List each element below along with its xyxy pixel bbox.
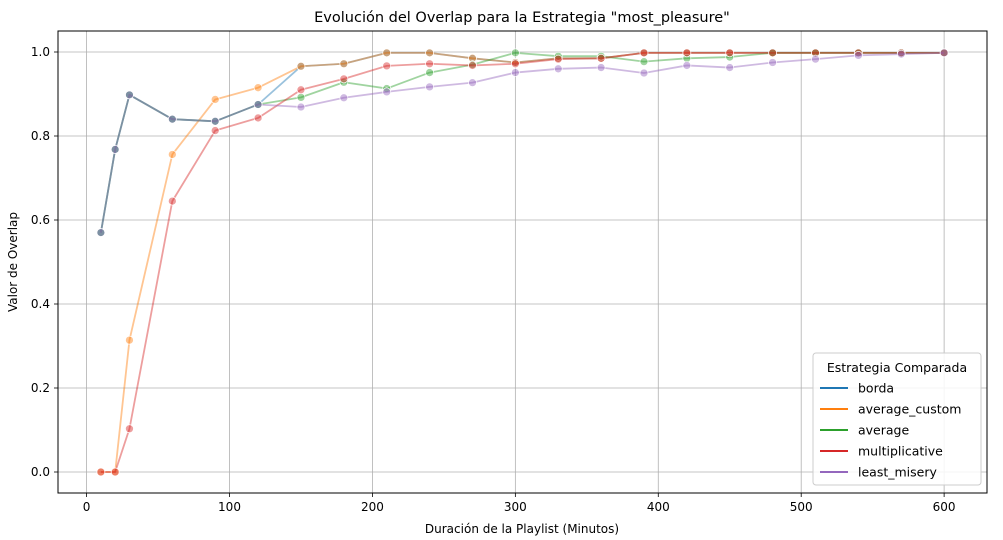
data-point (553, 64, 563, 74)
y-tick-label: 0.0 (31, 465, 50, 479)
data-point (253, 100, 263, 109)
data-point (125, 335, 134, 345)
data-point (296, 61, 306, 71)
data-point (811, 54, 820, 64)
data-point (639, 57, 649, 67)
data-point (768, 48, 777, 58)
data-point (339, 93, 349, 103)
legend-label: average_custom (858, 402, 961, 417)
series-line-average_custom (100, 51, 945, 473)
data-point (468, 61, 477, 70)
x-tick-label: 200 (361, 500, 384, 514)
data-point (725, 48, 735, 58)
x-axis-title: Duración de la Playlist (Minutos) (425, 522, 619, 536)
data-point (468, 78, 477, 88)
data-point (125, 424, 134, 434)
legend-label: borda (858, 381, 894, 396)
data-point (339, 59, 349, 69)
legend-label: multiplicative (858, 444, 943, 459)
data-point (167, 196, 177, 206)
data-point (553, 51, 563, 61)
data-point (210, 95, 220, 104)
legend: Estrategia Comparada borda average_custom… (812, 352, 982, 486)
x-tick-label: 0 (83, 500, 91, 514)
x-tick-label: 500 (790, 500, 813, 514)
data-point (854, 51, 863, 60)
data-point (854, 48, 863, 58)
data-point (639, 68, 649, 78)
data-point (468, 53, 477, 63)
data-point (110, 467, 120, 477)
series-least_misery (96, 48, 949, 237)
y-tick-label: 0.8 (31, 129, 50, 143)
data-point (96, 467, 106, 477)
data-point (382, 61, 392, 71)
data-point (596, 51, 606, 61)
data-point (253, 83, 263, 93)
series-line-average (99, 51, 945, 233)
data-point (339, 77, 349, 87)
legend-box (812, 352, 982, 486)
data-point (596, 63, 606, 72)
legend-title: Estrategia Comparada (827, 360, 967, 375)
data-point (210, 126, 220, 135)
legend-label: average (858, 423, 909, 438)
data-point (511, 48, 520, 58)
data-point (682, 48, 692, 58)
data-point (639, 48, 649, 58)
series-line-least_misery (99, 51, 945, 233)
series-group (96, 48, 949, 477)
grid (58, 31, 987, 493)
data-point (125, 90, 134, 100)
data-point (896, 49, 906, 59)
x-tick-label: 300 (504, 500, 527, 514)
data-point (682, 61, 692, 70)
y-tick-label: 0.4 (31, 297, 50, 311)
x-tick-label: 100 (218, 500, 241, 514)
data-point (511, 59, 520, 69)
data-point (425, 68, 434, 77)
data-point (339, 74, 349, 84)
legend-label: least_misery (858, 465, 937, 480)
data-point (425, 48, 434, 58)
data-point (253, 113, 263, 123)
y-tick-label: 0.6 (31, 213, 50, 227)
y-tick-label: 1.0 (31, 45, 50, 59)
data-point (210, 116, 220, 126)
chart-title: Evolución del Overlap para la Estrategia… (314, 10, 730, 26)
data-point (425, 82, 434, 92)
x-tick-label: 600 (933, 500, 956, 514)
y-axis-title: Valor de Overlap (6, 212, 20, 312)
data-point (167, 150, 177, 159)
series-line-borda (99, 51, 945, 233)
data-point (110, 145, 120, 154)
x-tick-label: 400 (647, 500, 670, 514)
data-point (382, 84, 392, 93)
data-point (167, 114, 177, 124)
data-point (596, 53, 606, 63)
data-point (553, 54, 563, 64)
series-average (96, 48, 949, 237)
data-point (725, 63, 735, 72)
plot-frame (57, 30, 988, 494)
y-tick-label: 0.2 (31, 381, 50, 395)
data-point (425, 59, 434, 69)
data-point (96, 228, 106, 237)
data-point (382, 48, 392, 58)
data-point (296, 85, 306, 95)
data-point (511, 68, 520, 77)
data-point (382, 87, 392, 97)
axis-ticks: 0 100 200 300 400 500 600 0.0 0.2 0.4 0.6 0.8 1.0 (31, 45, 956, 514)
data-point (296, 93, 306, 102)
data-point (811, 48, 820, 58)
data-point (768, 58, 777, 67)
data-point (296, 102, 306, 112)
series-line-multiplicative (100, 51, 945, 473)
data-point (939, 48, 949, 58)
